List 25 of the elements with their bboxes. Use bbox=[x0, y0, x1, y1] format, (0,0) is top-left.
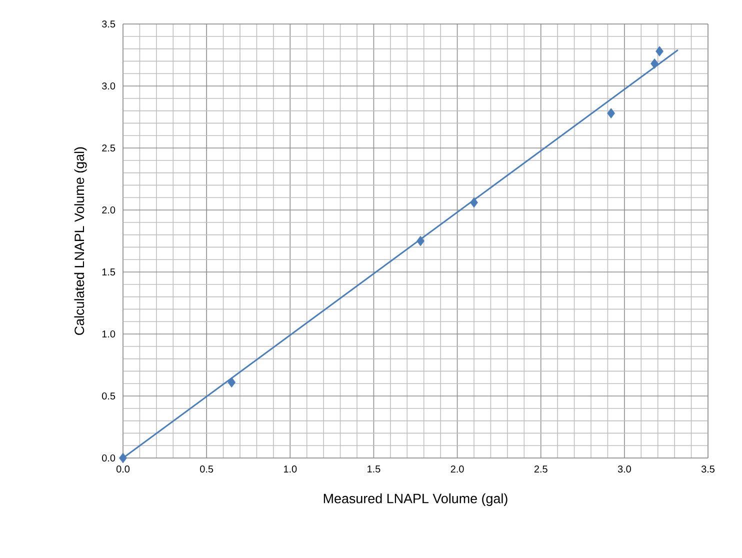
y-tick-label: 1.0 bbox=[102, 330, 116, 338]
y-tick-label: 3.5 bbox=[102, 20, 116, 28]
x-tick-label: 3.5 bbox=[701, 466, 715, 473]
y-tick-label: 1.5 bbox=[102, 268, 116, 276]
y-tick-label: 0.5 bbox=[102, 392, 116, 400]
point bbox=[228, 377, 236, 388]
point bbox=[119, 452, 127, 464]
y-tick-label: 3.0 bbox=[102, 82, 116, 90]
x-tick-label: 1.5 bbox=[368, 466, 380, 472]
x-tick-label: 0.0 bbox=[116, 466, 130, 473]
x-tick-label: 2.5 bbox=[534, 466, 548, 473]
x-tick-label: 3.0 bbox=[618, 466, 631, 473]
x-tick-label: 0.5 bbox=[200, 466, 214, 473]
x-tick-label: 1.0 bbox=[284, 466, 297, 473]
point bbox=[416, 236, 424, 246]
y-tick-label: 0.0 bbox=[102, 454, 116, 462]
point bbox=[656, 46, 664, 56]
point bbox=[650, 58, 658, 69]
point bbox=[607, 108, 616, 118]
y-axis-title: Calculated LNAPL Volume (gal) bbox=[74, 147, 87, 335]
point bbox=[470, 197, 478, 208]
y-tick-label: 2.5 bbox=[102, 144, 116, 152]
y-tick-label: 2.0 bbox=[102, 206, 116, 214]
x-tick-label: 2.0 bbox=[450, 466, 464, 473]
x-axis-title: Measured LNAPL Volume (gal) bbox=[324, 493, 508, 506]
